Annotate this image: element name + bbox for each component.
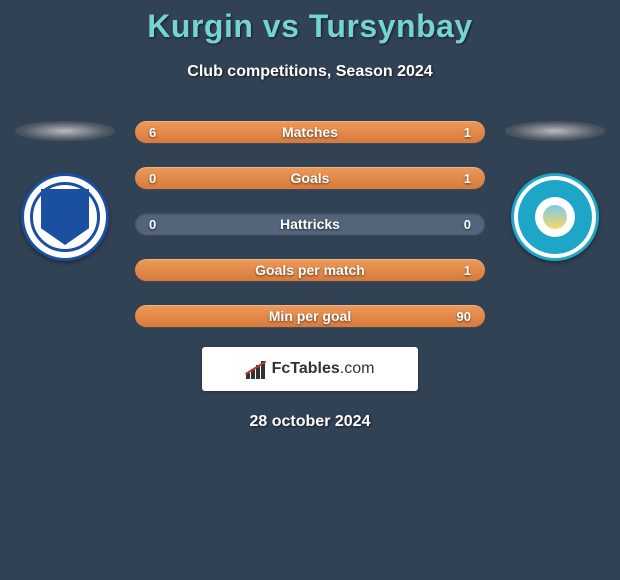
brand-suffix: .com — [340, 360, 375, 377]
player-left-avatar-shadow — [15, 121, 115, 141]
stat-value-left: 0 — [149, 167, 156, 189]
stat-value-right: 1 — [464, 167, 471, 189]
brand-logo: FcTables.com — [202, 347, 418, 391]
stat-row: 6Matches1 — [135, 121, 485, 143]
stat-value-left: 0 — [149, 213, 156, 235]
subtitle: Club competitions, Season 2024 — [0, 63, 620, 81]
stat-value-left: 6 — [149, 121, 156, 143]
stat-value-right: 0 — [464, 213, 471, 235]
right-player-col — [495, 121, 615, 261]
stat-row: 0Goals1 — [135, 167, 485, 189]
bar-fill-full — [135, 305, 485, 327]
main-row: 6Matches10Goals10Hattricks0Goals per mat… — [0, 121, 620, 327]
stat-value-right: 1 — [464, 259, 471, 281]
bar-chart-icon — [246, 359, 266, 379]
stat-label: Hattricks — [135, 213, 485, 235]
team-right-crest-icon — [511, 173, 599, 261]
stat-row: Goals per match1 — [135, 259, 485, 281]
stats-bars: 6Matches10Goals10Hattricks0Goals per mat… — [135, 121, 485, 327]
comparison-infographic: Kurgin vs Tursynbay Club competitions, S… — [0, 0, 620, 580]
left-player-col — [5, 121, 125, 261]
team-right-crest-center — [543, 205, 567, 229]
bar-fill-full — [135, 167, 485, 189]
brand-name: FcTables — [272, 360, 340, 377]
team-left-crest-icon — [21, 173, 109, 261]
bar-fill-left — [135, 121, 359, 143]
stat-value-right: 90 — [457, 305, 471, 327]
player-right-avatar-shadow — [505, 121, 605, 141]
team-left-crest-shield — [41, 189, 89, 245]
date-line: 28 october 2024 — [0, 413, 620, 431]
stat-row: Min per goal90 — [135, 305, 485, 327]
stat-row: 0Hattricks0 — [135, 213, 485, 235]
bar-fill-full — [135, 259, 485, 281]
stat-value-right: 1 — [464, 121, 471, 143]
brand-text: FcTables.com — [272, 360, 375, 378]
page-title: Kurgin vs Tursynbay — [0, 8, 620, 45]
